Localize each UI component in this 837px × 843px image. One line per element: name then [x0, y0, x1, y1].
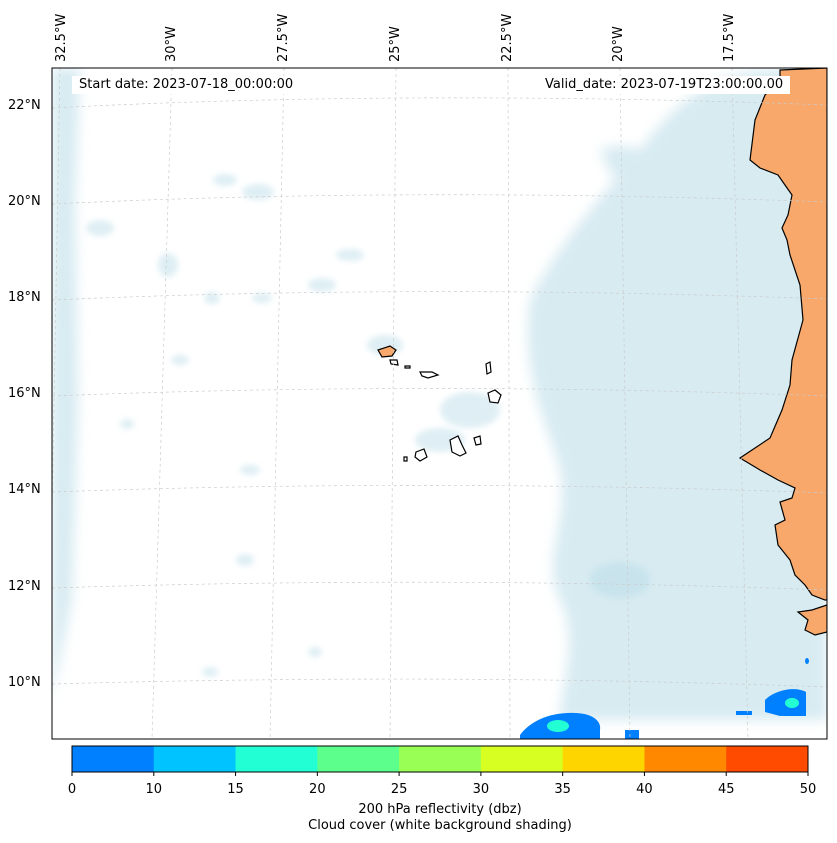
cape-verde-islands [377, 345, 502, 462]
colorbar-tick-label-5: 30 [472, 782, 490, 797]
colorbar-tick-label-2: 15 [227, 782, 244, 797]
cloud-patches [86, 174, 650, 677]
colorbar-tick-label-1: 10 [145, 782, 163, 797]
lon-label-22-5w: 22.5°W [500, 13, 515, 62]
cloud-cover-shading [52, 68, 827, 720]
lat-label-18n: 18°N [8, 290, 41, 305]
colorbar-tick-label-0: 0 [67, 782, 77, 797]
lon-label-27-5w: 27.5°W [276, 13, 291, 62]
valid-date-label: Valid_date: 2023-07-19T23:00:00.00 [538, 76, 791, 94]
lat-label-22n: 22°N [8, 98, 41, 113]
guinea-coast-land [796, 604, 827, 636]
lat-label-16n: 16°N [8, 386, 41, 401]
reflectivity-patches [520, 658, 809, 739]
lon-label-25w: 25°W [388, 26, 403, 62]
colorbar-tick-label-8: 45 [717, 782, 735, 797]
colorbar-label-reflectivity: 200 hPa reflectivity (dbz) [358, 802, 522, 817]
colorbar-tick-label-3: 20 [309, 782, 326, 797]
lon-label-20w: 20°W [611, 26, 626, 62]
lon-label-30w: 30°W [164, 26, 179, 62]
start-date-label: Start date: 2023-07-18_00:00:00 [72, 76, 301, 94]
lat-label-10n: 10°N [8, 675, 41, 690]
colorbar-tick-label-7: 40 [636, 782, 653, 797]
colorbar-tick-label-9: 50 [799, 782, 817, 797]
lat-label-14n: 14°N [8, 482, 41, 497]
lat-label-12n: 12°N [8, 579, 41, 594]
lon-label-32-5w: 32.5°W [54, 13, 69, 62]
colorbar-tick-label-4: 25 [390, 782, 408, 797]
lon-label-17-5w: 17.5°W [722, 13, 737, 62]
graticule [52, 68, 827, 739]
colorbar-label-cloud-cover: Cloud cover (white background shading) [308, 818, 572, 833]
map-frame [51, 67, 828, 740]
west-africa-land [738, 68, 827, 601]
colorbar-tick-label-6: 35 [554, 782, 571, 797]
lat-label-20n: 20°N [8, 194, 41, 209]
